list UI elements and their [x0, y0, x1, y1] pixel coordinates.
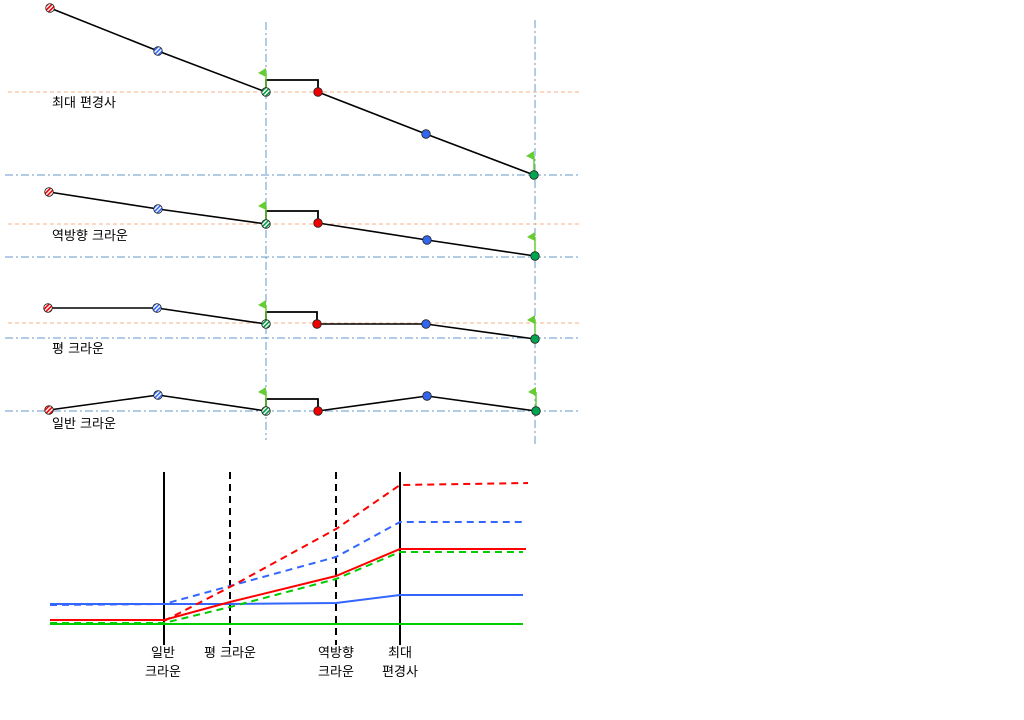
- control-point: [261, 219, 271, 229]
- control-point: [421, 319, 431, 329]
- red-dashed-line: [163, 482, 529, 622]
- section-label-flat-crown: 평 크라운: [52, 342, 104, 357]
- transition-chart: [49, 472, 529, 645]
- control-point: [152, 303, 162, 313]
- median-bracket: [265, 79, 319, 92]
- flag-icon: [258, 201, 266, 210]
- control-point: [529, 170, 539, 180]
- axis-label-flat-crown: 평 크라운: [204, 646, 256, 661]
- flag-icon: [527, 315, 535, 324]
- flag-icon: [528, 387, 536, 396]
- section-labels: 최대 편경사 역방향 크라운 평 크라운 일반 크라운: [52, 96, 128, 432]
- control-point: [530, 251, 540, 261]
- control-point: [44, 187, 54, 197]
- control-point: [43, 303, 53, 313]
- control-point: [421, 129, 431, 139]
- axis-label-normal-crown-1: 일반: [151, 646, 175, 661]
- red-solid-line: [50, 548, 526, 621]
- flag-icon: [527, 232, 535, 241]
- control-point: [45, 3, 55, 13]
- control-point: [531, 406, 541, 416]
- blue-solid-line: [50, 594, 523, 605]
- axis-label-max-superelevation-2: 편경사: [382, 665, 418, 680]
- control-point: [422, 235, 432, 245]
- flag-icon: [258, 68, 266, 77]
- section-label-reverse-crown: 역방향 크라운: [52, 229, 128, 244]
- control-point: [153, 390, 163, 400]
- control-point: [153, 46, 163, 56]
- control-point: [261, 406, 271, 416]
- axis-label-normal-crown-2: 크라운: [145, 665, 181, 680]
- section-label-normal-crown: 일반 크라운: [52, 417, 116, 432]
- control-point: [153, 204, 163, 214]
- axis-label-max-superelevation-1: 최대: [388, 646, 412, 661]
- control-point: [312, 319, 322, 329]
- axis-label-reverse-crown-2: 크라운: [318, 665, 354, 680]
- flag-icon: [258, 387, 266, 396]
- control-point: [261, 319, 271, 329]
- control-point: [313, 406, 323, 416]
- blue-dashed-line: [49, 521, 525, 606]
- section-label-max-superelevation: 최대 편경사: [52, 96, 116, 111]
- control-point: [313, 218, 323, 228]
- control-point: [44, 405, 54, 415]
- control-point: [530, 334, 540, 344]
- axis-label-reverse-crown-1: 역방향: [318, 646, 354, 661]
- control-point: [422, 391, 432, 401]
- median-bracket: [265, 311, 318, 324]
- flag-icon: [258, 300, 266, 309]
- median-bracket: [265, 210, 319, 224]
- control-point: [261, 87, 271, 97]
- control-point: [313, 87, 323, 97]
- cross-sections: [43, 3, 541, 416]
- transition-axis-labels: 일반 크라운 평 크라운 역방향 크라운 최대 편경사: [145, 646, 418, 680]
- flag-icon: [526, 151, 534, 160]
- median-bracket: [265, 398, 319, 411]
